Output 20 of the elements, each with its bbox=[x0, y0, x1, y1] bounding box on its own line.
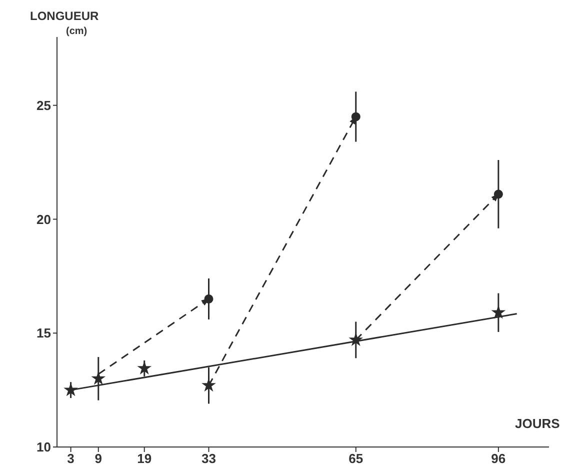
point bbox=[137, 360, 152, 375]
x-tick-label: 19 bbox=[137, 451, 152, 466]
x-tick-label: 33 bbox=[202, 451, 216, 466]
x-tick-label: 65 bbox=[348, 451, 364, 466]
y-tick-label: 20 bbox=[36, 212, 51, 227]
x-tick-label: 3 bbox=[67, 451, 74, 466]
x-axis-title: JOURS bbox=[515, 416, 560, 431]
y-tick-label: 15 bbox=[36, 326, 51, 341]
point bbox=[204, 294, 214, 304]
x-tick-label: 9 bbox=[94, 451, 102, 466]
y-tick-label: 10 bbox=[36, 440, 51, 455]
y-axis-title: LONGUEUR (cm) bbox=[30, 8, 99, 39]
point bbox=[351, 112, 360, 122]
y-tick-label: 25 bbox=[36, 98, 51, 113]
point bbox=[348, 332, 364, 346]
point bbox=[494, 190, 503, 199]
point bbox=[491, 305, 506, 319]
point bbox=[64, 382, 78, 396]
point bbox=[91, 371, 106, 385]
x-tick-label: 96 bbox=[491, 451, 506, 466]
